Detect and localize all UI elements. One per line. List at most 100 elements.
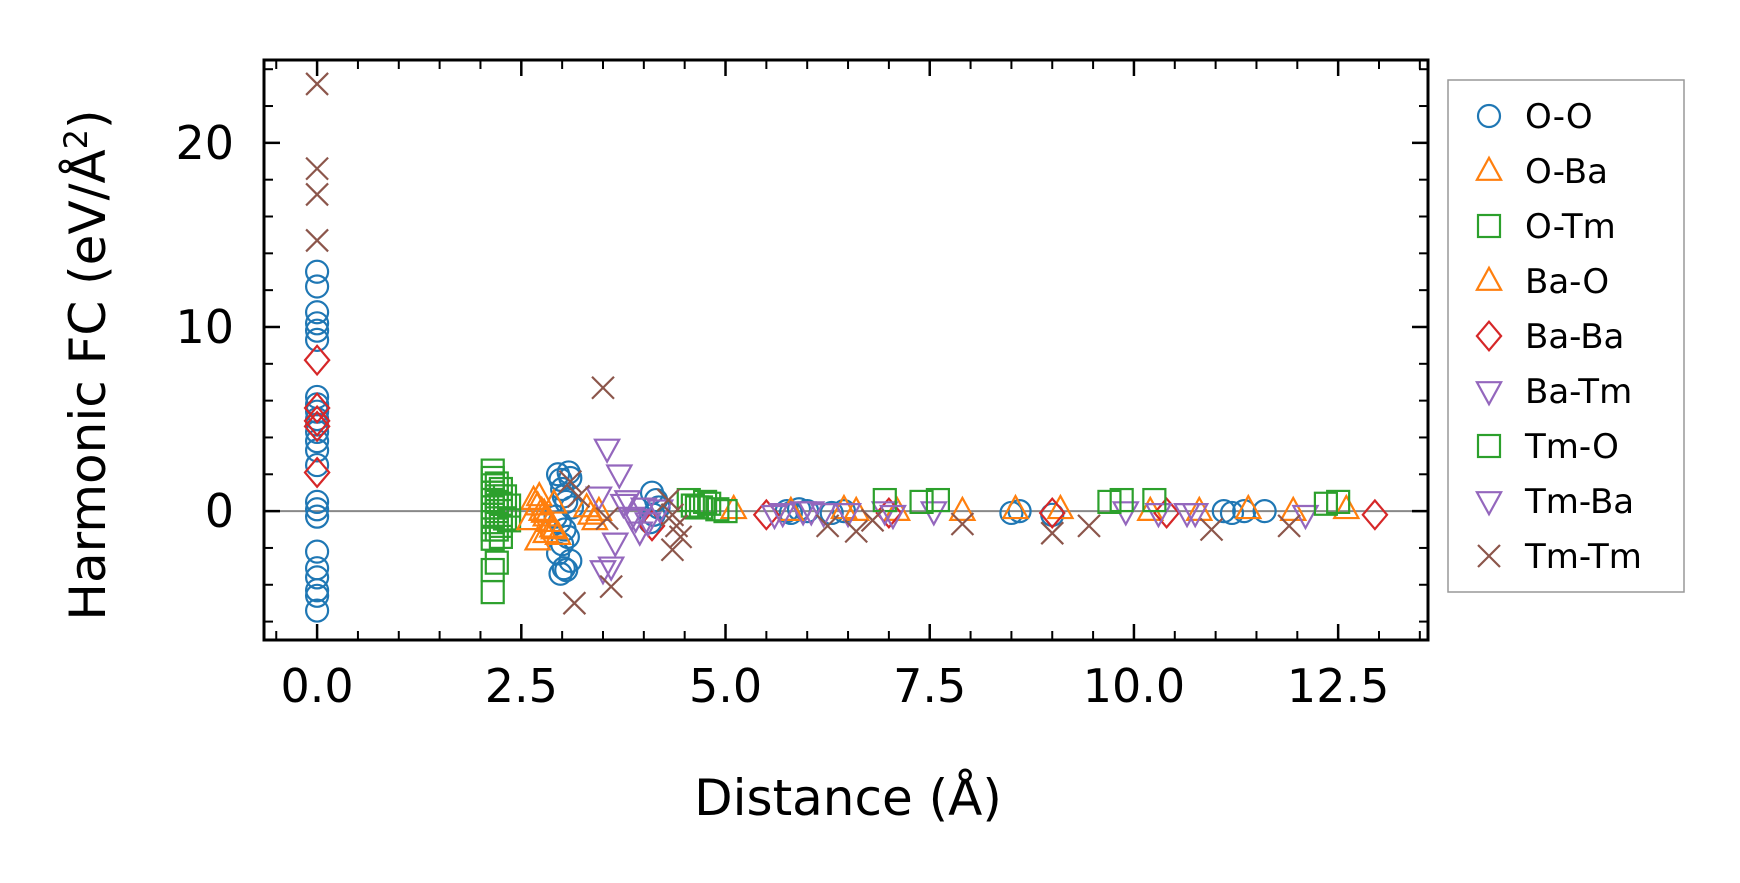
data-point — [304, 489, 330, 515]
data-point — [1007, 499, 1032, 524]
legend-entry: Tm-Tm — [1477, 537, 1642, 577]
series-tm-o — [484, 487, 1351, 520]
legend-marker — [1477, 544, 1501, 568]
data-point — [562, 591, 587, 615]
data-point — [1153, 496, 1181, 529]
y-tick-label: 0 — [205, 484, 234, 538]
data-point — [656, 488, 681, 512]
data-point — [860, 508, 885, 533]
data-point — [875, 496, 903, 529]
series-tm-ba — [589, 490, 1201, 586]
data-point — [484, 489, 509, 515]
data-point — [621, 508, 650, 534]
data-point — [646, 499, 675, 525]
legend-label: Tm-Ba — [1524, 482, 1634, 522]
legend-marker — [1475, 319, 1503, 353]
legend-label: Tm-O — [1524, 427, 1619, 467]
legend-marker — [1475, 265, 1503, 291]
data-point — [584, 495, 613, 522]
data-point — [523, 525, 552, 551]
data-point — [1232, 499, 1257, 524]
data-point — [1038, 496, 1066, 529]
data-point — [496, 493, 522, 518]
data-point — [584, 486, 613, 512]
data-point — [601, 532, 630, 558]
data-point — [768, 503, 797, 529]
data-point — [948, 495, 977, 522]
data-point — [705, 497, 730, 522]
data-point — [538, 512, 567, 538]
data-point — [1279, 495, 1308, 522]
data-point — [303, 410, 331, 443]
data-point — [950, 512, 975, 536]
data-point — [566, 484, 591, 509]
x-tick-label: 5.0 — [689, 659, 762, 713]
x-tick-label: 0.0 — [281, 659, 354, 713]
data-point — [304, 259, 330, 284]
legend-label: O-O — [1525, 97, 1593, 137]
data-point — [1313, 491, 1338, 516]
data-point — [1142, 487, 1167, 513]
data-point — [305, 228, 329, 253]
data-point — [304, 429, 330, 454]
y-axis-title: Harmonic FC (eV/Å2) — [57, 109, 117, 620]
data-point — [1173, 503, 1201, 529]
x-axis-title: Distance (Å) — [694, 769, 1002, 827]
data-point — [540, 488, 568, 514]
data-point — [668, 525, 693, 549]
data-point — [1077, 514, 1101, 538]
data-point — [609, 493, 638, 520]
data-point — [1144, 503, 1173, 529]
data-point — [1001, 493, 1030, 520]
data-point — [304, 311, 330, 336]
data-point — [303, 344, 331, 377]
data-point — [548, 561, 573, 586]
data-point — [605, 464, 634, 490]
data-point — [304, 274, 330, 299]
data-point — [488, 476, 513, 502]
data-point — [303, 456, 331, 489]
legend-label: Ba-Ba — [1525, 317, 1624, 357]
series-tm-tm — [305, 72, 1301, 615]
data-point — [531, 517, 560, 544]
tick-labels: 0.0 2.5 5.0 7.5 10.0 12.5 0 10 20 — [175, 116, 1389, 713]
data-point — [697, 491, 722, 516]
data-point — [304, 583, 330, 608]
legend-box — [1447, 79, 1685, 593]
data-point — [1097, 489, 1122, 515]
data-point — [684, 495, 710, 520]
legend: O-O O-Ba O-Tm Ba-O Ba-Ba Ba-Tm Tm-O Tm-Ba Tm-Tm — [1447, 79, 1685, 593]
data-point — [1277, 514, 1301, 538]
data-point — [909, 489, 934, 515]
series-ba-tm — [584, 438, 1320, 582]
data-point — [304, 504, 330, 529]
data-point — [558, 469, 583, 494]
data-point — [844, 519, 868, 544]
legend-entry: O-O — [1476, 97, 1593, 137]
legend-label: O-Tm — [1525, 207, 1616, 247]
data-point — [1199, 517, 1224, 542]
legend-label: Ba-O — [1525, 262, 1609, 302]
data-point — [819, 500, 844, 526]
data-point — [515, 504, 544, 531]
plot-frame — [262, 58, 1430, 642]
y-tick-label: 20 — [175, 116, 234, 170]
data-point — [480, 526, 505, 551]
data-point — [834, 503, 863, 529]
data-point — [530, 497, 559, 523]
legend-marker — [1476, 213, 1502, 239]
data-point — [597, 556, 626, 582]
data-point — [815, 514, 840, 538]
data-point — [303, 391, 331, 425]
legend-entry: Ba-Ba — [1475, 317, 1624, 357]
data-point — [613, 490, 642, 516]
data-point — [1040, 521, 1065, 545]
legend-marker — [1475, 381, 1503, 407]
data-point — [593, 438, 622, 464]
data-point — [304, 300, 330, 325]
data-point — [303, 404, 331, 437]
legend-marker — [1475, 155, 1503, 181]
data-point — [1234, 493, 1263, 520]
data-point — [660, 537, 685, 562]
